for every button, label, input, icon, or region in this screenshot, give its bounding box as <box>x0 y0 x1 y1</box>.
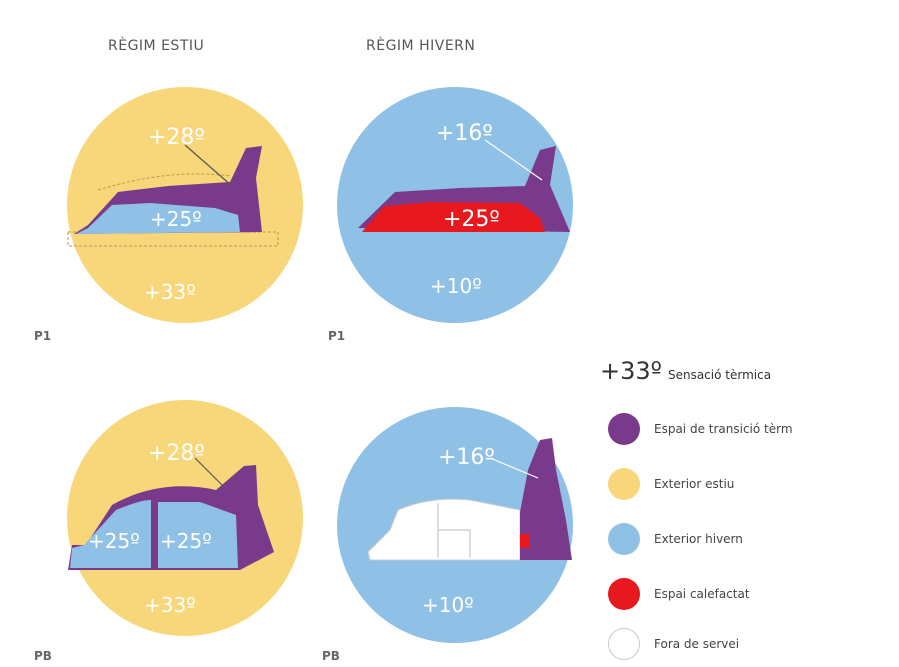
winter-pb-transition-space <box>520 438 572 560</box>
floor-label-winter-p1: P1 <box>328 329 346 343</box>
legend-item-summer: Exterior estiu <box>608 468 734 500</box>
summer-pb-interior-left <box>70 500 151 568</box>
summer-p1-transition-temp: +28º <box>148 125 205 150</box>
summer-pb-interior-right <box>158 502 238 568</box>
floor-label-winter-pb: PB <box>322 649 340 663</box>
winter-pb-transition-temp: +16º <box>438 445 495 470</box>
winter-p1-pointer <box>484 139 543 181</box>
legend-sample-value: +33º <box>600 357 662 385</box>
winter-p1-heated-space <box>362 202 545 232</box>
legend-label-summer: Exterior estiu <box>654 477 735 491</box>
legend-swatch-winter <box>608 523 640 555</box>
legend-label-winter: Exterior hivern <box>654 532 743 546</box>
winter-p1-diagram: +16º +25º +10º <box>337 87 573 323</box>
floor-label-summer-p1: P1 <box>34 329 52 343</box>
summer-pb-inside-left-temp: +25º <box>88 529 140 553</box>
winter-pb-pointer <box>489 457 539 479</box>
legend-item-out-of-service: Fora de servei <box>608 628 739 660</box>
legend-label-heated: Espai calefactat <box>654 587 750 601</box>
summer-pb-inside-right-temp: +25º <box>160 529 212 553</box>
legend-label-transition: Espai de transició tèrm <box>654 422 793 436</box>
summer-pb-outside-temp: +33º <box>144 593 196 617</box>
legend-swatch-transition <box>608 413 640 445</box>
winter-pb-diagram: +16º +10º <box>337 407 573 643</box>
winter-p1-outside-temp: +10º <box>430 274 482 298</box>
legend-sample-label: Sensació tèrmica <box>667 368 772 382</box>
summer-p1-interior <box>76 203 240 234</box>
legend-header: +33º Sensació tèrmica <box>600 357 771 385</box>
summer-p1-inside-temp: +25º <box>150 207 202 231</box>
winter-pb-outside-temp: +10º <box>422 593 474 617</box>
summer-p1-roof-outline <box>97 173 231 191</box>
legend-item-transition: Espai de transició tèrm <box>608 413 793 445</box>
legend-swatch-summer <box>608 468 640 500</box>
winter-p1-transition-temp: +16º <box>436 121 493 146</box>
summer-p1-outside-temp: +33º <box>144 280 196 304</box>
winter-pb-interior-lines <box>437 503 471 558</box>
summer-p1-pointer <box>184 144 233 187</box>
summer-regime-title: RÈGIM ESTIU <box>108 38 205 54</box>
summer-pb-pointer <box>194 457 226 489</box>
legend-swatch-out-of-service <box>608 628 640 660</box>
winter-p1-inside-temp: +25º <box>443 207 500 232</box>
legend-label-out-of-service: Fora de servei <box>654 637 740 651</box>
winter-pb-heated-space <box>520 534 530 548</box>
legend-item-winter: Exterior hivern <box>608 523 743 555</box>
summer-pb-diagram: +28º +25º +25º +33º <box>67 400 303 636</box>
summer-p1-diagram: +28º +25º +33º <box>67 87 303 323</box>
floor-label-summer-pb: PB <box>34 649 52 663</box>
winter-regime-title: RÈGIM HIVERN <box>366 38 476 54</box>
summer-pb-transition-temp: +28º <box>148 441 205 466</box>
legend-item-heated: Espai calefactat <box>608 578 750 610</box>
legend-swatch-heated <box>608 578 640 610</box>
